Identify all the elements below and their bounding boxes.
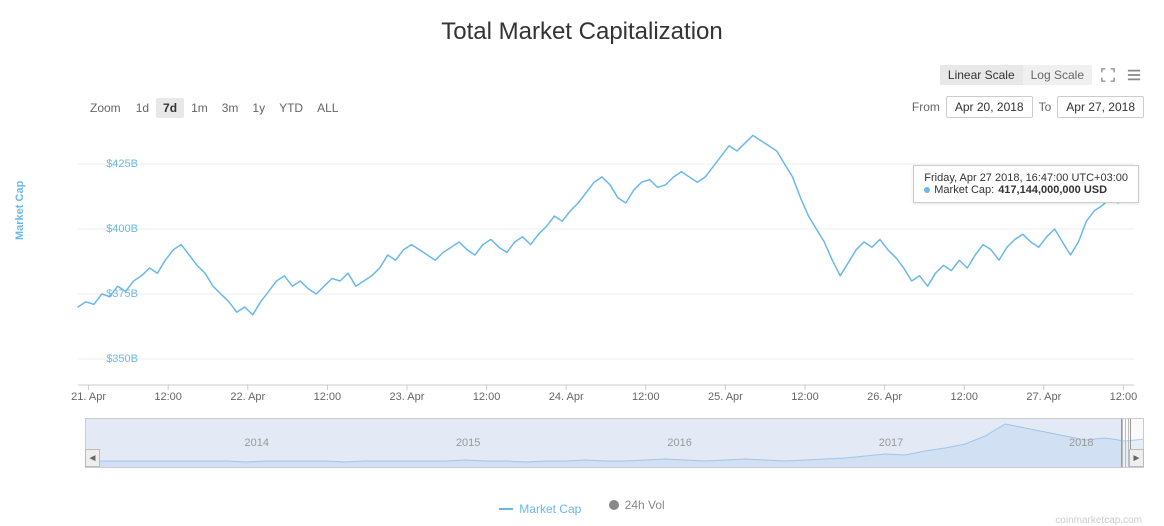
scale-toggle-group: Linear Scale Log Scale [940, 65, 1144, 85]
x-tick-label: 21. Apr [71, 391, 106, 403]
zoom-label: Zoom [90, 101, 121, 115]
linear-scale-button[interactable]: Linear Scale [940, 65, 1023, 85]
x-tick-label: 12:00 [154, 391, 182, 403]
x-tick-label: 12:00 [950, 391, 978, 403]
nav-year-label: 2017 [879, 437, 903, 449]
x-tick-label: 12:00 [1110, 391, 1138, 403]
y-axis-title: Market Cap [14, 181, 26, 240]
navigator-mask [86, 419, 1121, 467]
chart-tooltip: Friday, Apr 27 2018, 16:47:00 UTC+03:00 … [913, 165, 1139, 203]
chart-title: Total Market Capitalization [0, 0, 1164, 46]
legend-vol-label: 24h Vol [625, 498, 665, 512]
zoom-3m-button[interactable]: 3m [215, 98, 246, 118]
x-tick-label: 12:00 [314, 391, 342, 403]
x-tick-label: 12:00 [632, 391, 660, 403]
main-chart[interactable]: $425B$400B$375B$350B21. Apr12:0022. Apr1… [70, 125, 1144, 385]
tooltip-series-label: Market Cap: [934, 184, 994, 196]
navigator[interactable]: ◄ ► 2014 2015 2016 2017 2018 [85, 418, 1144, 468]
x-tick-label: 12:00 [791, 391, 819, 403]
from-date-input[interactable]: Apr 20, 2018 [946, 96, 1033, 118]
zoom-1y-button[interactable]: 1y [245, 98, 272, 118]
zoom-7d-button[interactable]: 7d [156, 98, 184, 118]
x-tick-label: 12:00 [473, 391, 501, 403]
to-label: To [1039, 100, 1052, 114]
y-tick-label: $425B [106, 158, 138, 170]
legend-vol-circle-icon [609, 500, 619, 510]
from-label: From [912, 100, 940, 114]
zoom-1m-button[interactable]: 1m [184, 98, 215, 118]
tooltip-dot-icon [924, 187, 930, 193]
nav-year-label: 2016 [667, 437, 691, 449]
legend-marketcap[interactable]: Market Cap [499, 502, 581, 516]
x-tick-label: 22. Apr [230, 391, 265, 403]
x-tick-label: 23. Apr [390, 391, 425, 403]
nav-year-label: 2015 [456, 437, 480, 449]
nav-left-arrow-icon[interactable]: ◄ [85, 449, 100, 467]
tooltip-value: 417,144,000,000 USD [998, 184, 1107, 196]
menu-icon[interactable] [1124, 65, 1144, 85]
x-tick-label: 27. Apr [1026, 391, 1061, 403]
fullscreen-icon[interactable] [1098, 65, 1118, 85]
zoom-controls: Zoom 1d7d1m3m1yYTDALL [90, 98, 345, 118]
nav-year-label: 2018 [1069, 437, 1093, 449]
zoom-ytd-button[interactable]: YTD [272, 98, 310, 118]
y-tick-label: $375B [106, 288, 138, 300]
zoom-1d-button[interactable]: 1d [129, 98, 156, 118]
nav-year-label: 2014 [245, 437, 269, 449]
legend-marketcap-label: Market Cap [519, 502, 581, 516]
nav-right-arrow-icon[interactable]: ► [1129, 449, 1144, 467]
y-tick-label: $400B [106, 223, 138, 235]
attribution: coinmarketcap.com [1055, 515, 1142, 526]
x-tick-label: 25. Apr [708, 391, 743, 403]
chart-legend: Market Cap 24h Vol [0, 498, 1164, 516]
x-tick-label: 24. Apr [549, 391, 584, 403]
y-tick-label: $350B [106, 353, 138, 365]
to-date-input[interactable]: Apr 27, 2018 [1057, 96, 1144, 118]
legend-marketcap-line-icon [499, 508, 513, 510]
x-tick-label: 26. Apr [867, 391, 902, 403]
tooltip-date: Friday, Apr 27 2018, 16:47:00 UTC+03:00 [924, 172, 1128, 184]
log-scale-button[interactable]: Log Scale [1023, 65, 1092, 85]
zoom-all-button[interactable]: ALL [310, 98, 345, 118]
date-range-controls: From Apr 20, 2018 To Apr 27, 2018 [912, 96, 1144, 118]
legend-vol[interactable]: 24h Vol [609, 498, 665, 512]
